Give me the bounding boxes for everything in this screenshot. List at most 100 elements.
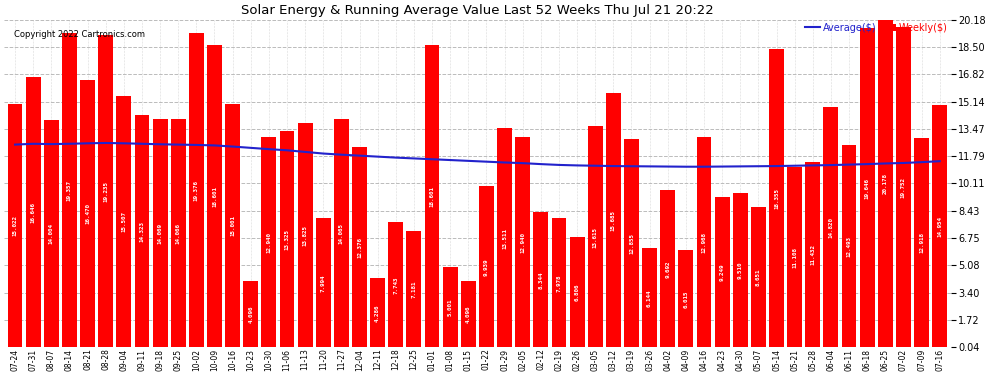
Bar <box>62 33 77 348</box>
Bar <box>624 139 639 348</box>
Bar <box>171 119 186 348</box>
Text: 13.615: 13.615 <box>593 226 598 248</box>
Title: Solar Energy & Running Average Value Last 52 Weeks Thu Jul 21 20:22: Solar Energy & Running Average Value Las… <box>241 4 714 17</box>
Bar <box>316 218 331 348</box>
Bar <box>80 80 95 348</box>
Text: 9.692: 9.692 <box>665 260 670 278</box>
Bar <box>152 119 167 348</box>
Bar <box>588 126 603 348</box>
Text: 8.344: 8.344 <box>539 271 544 289</box>
Text: 18.355: 18.355 <box>774 188 779 209</box>
Text: 19.376: 19.376 <box>194 180 199 201</box>
Bar <box>44 120 58 348</box>
Text: 14.323: 14.323 <box>140 221 145 242</box>
Text: 12.918: 12.918 <box>919 232 924 254</box>
Bar <box>678 250 693 348</box>
Text: 15.022: 15.022 <box>13 215 18 236</box>
Bar <box>842 145 856 348</box>
Bar <box>443 267 457 348</box>
Bar <box>279 131 294 348</box>
Text: 13.325: 13.325 <box>284 229 289 250</box>
Bar <box>660 190 675 348</box>
Text: 20.178: 20.178 <box>883 173 888 194</box>
Bar <box>388 222 403 348</box>
Text: 14.069: 14.069 <box>157 223 162 244</box>
Text: 16.470: 16.470 <box>85 204 90 225</box>
Bar <box>334 119 348 348</box>
Bar <box>914 138 929 348</box>
Text: 12.968: 12.968 <box>702 232 707 253</box>
Bar <box>244 281 258 348</box>
Text: 12.940: 12.940 <box>520 232 525 253</box>
Bar <box>733 193 747 348</box>
Text: 4.286: 4.286 <box>375 304 380 322</box>
Bar <box>805 162 820 348</box>
Bar <box>225 104 240 348</box>
Text: 7.181: 7.181 <box>412 281 417 298</box>
Text: 12.855: 12.855 <box>629 233 634 254</box>
Bar <box>298 123 313 348</box>
Text: 15.685: 15.685 <box>611 210 616 231</box>
Bar <box>878 20 893 348</box>
Text: 4.096: 4.096 <box>466 306 471 323</box>
Bar <box>643 248 657 348</box>
Text: 13.511: 13.511 <box>502 228 507 249</box>
Bar <box>261 138 276 348</box>
Text: 6.015: 6.015 <box>683 290 688 308</box>
Text: 12.940: 12.940 <box>266 232 271 253</box>
Bar <box>425 45 440 348</box>
Text: Copyright 2022 Cartronics.com: Copyright 2022 Cartronics.com <box>14 30 145 39</box>
Text: 19.357: 19.357 <box>67 180 72 201</box>
Legend: Average($), Weekly($): Average($), Weekly($) <box>805 22 947 33</box>
Text: 6.806: 6.806 <box>574 284 579 301</box>
Bar <box>189 33 204 348</box>
Bar <box>551 218 566 348</box>
Text: 14.065: 14.065 <box>339 223 344 244</box>
Text: 9.939: 9.939 <box>484 258 489 276</box>
Text: 4.096: 4.096 <box>248 306 253 323</box>
Bar <box>606 93 621 348</box>
Bar <box>515 138 530 348</box>
Bar <box>352 147 367 348</box>
Text: 12.493: 12.493 <box>846 236 851 257</box>
Text: 11.108: 11.108 <box>792 247 797 268</box>
Bar <box>896 27 911 348</box>
Bar <box>859 28 874 348</box>
Text: 15.001: 15.001 <box>230 215 235 236</box>
Bar <box>751 207 766 348</box>
Text: 5.001: 5.001 <box>447 298 452 316</box>
Bar <box>787 167 802 348</box>
Bar <box>933 105 947 348</box>
Bar <box>769 50 784 348</box>
Bar <box>697 137 712 348</box>
Text: 9.510: 9.510 <box>738 262 742 279</box>
Text: 19.752: 19.752 <box>901 177 906 198</box>
Text: 16.646: 16.646 <box>31 202 36 223</box>
Bar <box>207 45 222 348</box>
Bar <box>98 35 113 348</box>
Bar <box>569 237 584 348</box>
Bar <box>461 281 476 348</box>
Text: 8.651: 8.651 <box>756 269 761 286</box>
Text: 14.066: 14.066 <box>175 223 181 244</box>
Text: 18.601: 18.601 <box>212 186 217 207</box>
Bar <box>8 104 23 348</box>
Text: 19.235: 19.235 <box>103 181 108 202</box>
Text: 13.825: 13.825 <box>303 225 308 246</box>
Text: 14.004: 14.004 <box>49 224 53 245</box>
Text: 14.954: 14.954 <box>938 216 942 237</box>
Text: 7.978: 7.978 <box>556 274 561 292</box>
Bar <box>497 128 512 348</box>
Bar <box>117 96 132 348</box>
Bar <box>26 77 41 348</box>
Text: 11.432: 11.432 <box>810 244 816 266</box>
Text: 18.601: 18.601 <box>430 186 435 207</box>
Bar <box>135 115 149 348</box>
Bar <box>407 231 422 348</box>
Bar <box>370 278 385 348</box>
Text: 7.743: 7.743 <box>393 276 398 294</box>
Text: 7.994: 7.994 <box>321 274 326 292</box>
Text: 12.376: 12.376 <box>357 237 362 258</box>
Bar <box>824 107 839 348</box>
Text: 14.820: 14.820 <box>829 217 834 238</box>
